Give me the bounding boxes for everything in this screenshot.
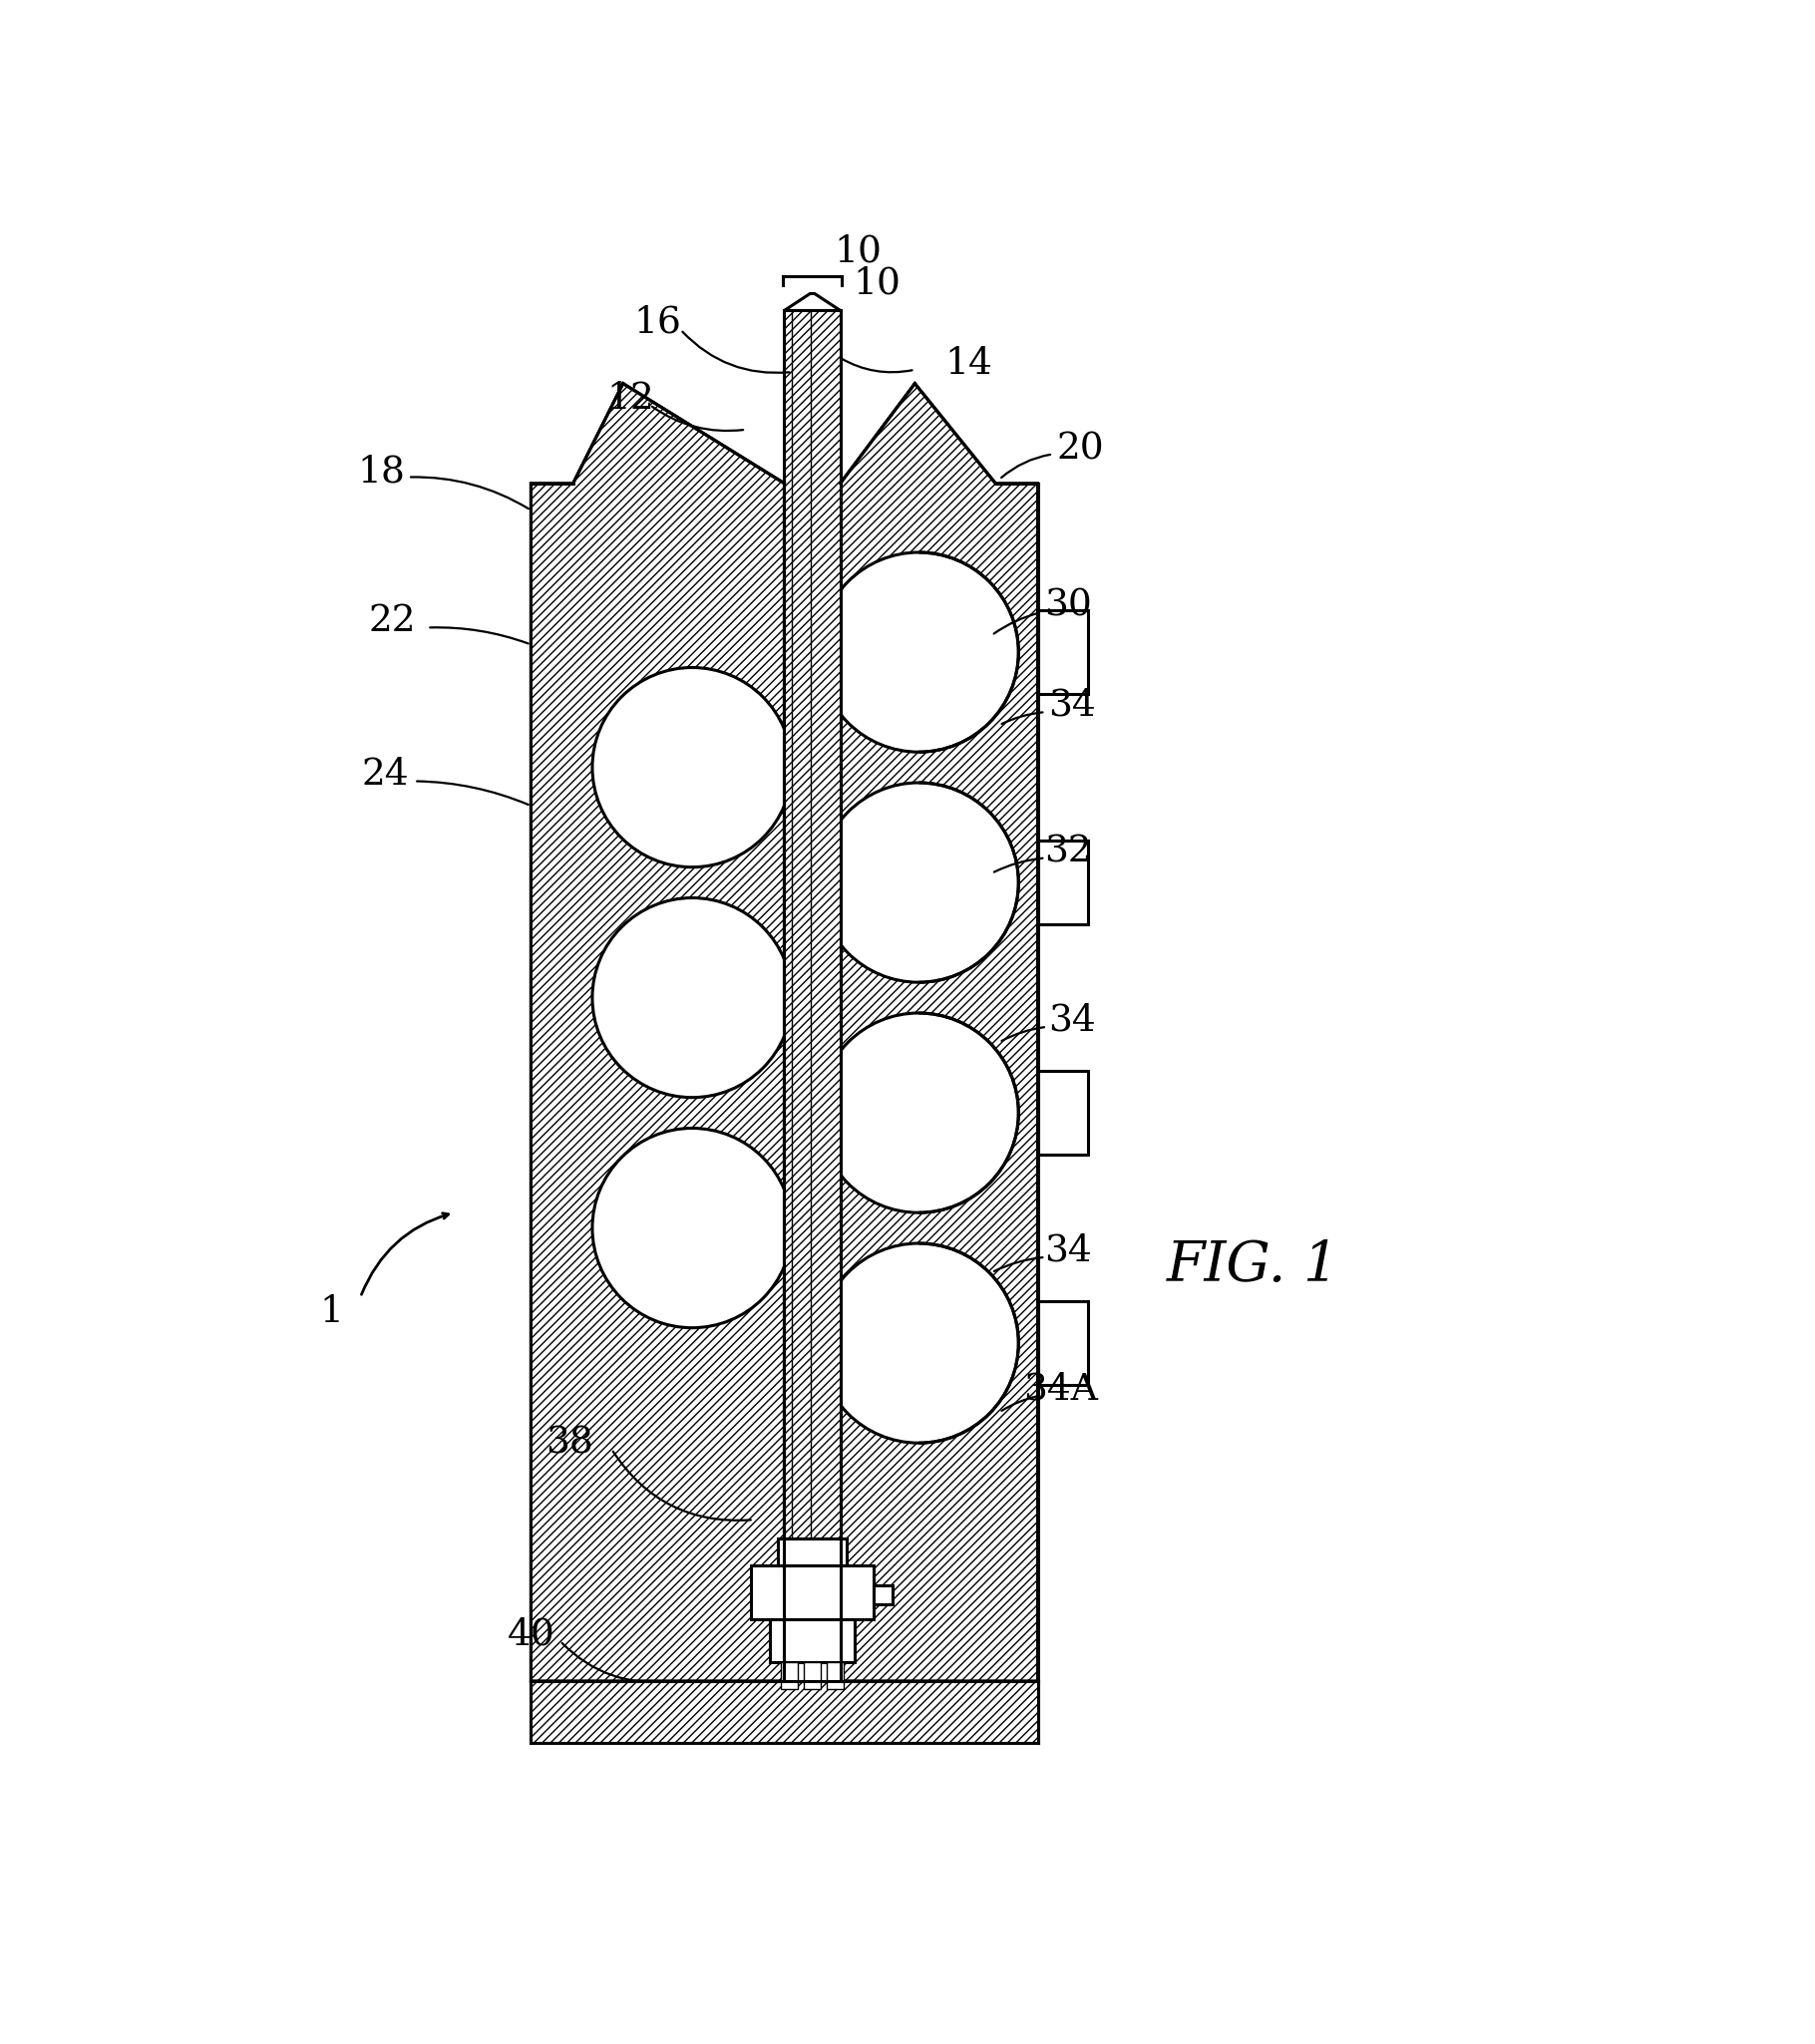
Text: 16: 16 xyxy=(633,305,681,339)
Polygon shape xyxy=(873,1584,893,1605)
Text: 20: 20 xyxy=(1056,431,1104,466)
Circle shape xyxy=(592,1128,791,1329)
Polygon shape xyxy=(532,384,784,1680)
Polygon shape xyxy=(784,311,840,1539)
Text: 1: 1 xyxy=(319,1294,343,1331)
Text: 24: 24 xyxy=(361,756,408,793)
Polygon shape xyxy=(532,1680,1038,1741)
Polygon shape xyxy=(779,1539,848,1566)
Polygon shape xyxy=(1038,840,1087,924)
Text: 38: 38 xyxy=(546,1425,594,1461)
Text: 34: 34 xyxy=(1049,1004,1096,1038)
Text: 34: 34 xyxy=(1049,689,1096,724)
Text: 34: 34 xyxy=(1045,1233,1093,1269)
Text: 32: 32 xyxy=(1045,834,1093,871)
Circle shape xyxy=(819,783,1018,983)
Circle shape xyxy=(592,897,791,1098)
Text: 10: 10 xyxy=(835,235,882,270)
Polygon shape xyxy=(1038,609,1087,695)
Text: 14: 14 xyxy=(946,345,993,382)
Polygon shape xyxy=(1038,1071,1087,1155)
Text: 12: 12 xyxy=(606,380,655,417)
Text: 10: 10 xyxy=(853,266,900,303)
Circle shape xyxy=(819,1014,1018,1212)
Polygon shape xyxy=(770,1619,855,1662)
Polygon shape xyxy=(751,1566,873,1619)
Text: 40: 40 xyxy=(506,1617,555,1654)
Text: 34A: 34A xyxy=(1024,1372,1098,1406)
Circle shape xyxy=(592,668,791,867)
Circle shape xyxy=(819,552,1018,752)
Polygon shape xyxy=(804,1662,820,1688)
Text: 30: 30 xyxy=(1045,589,1093,623)
Circle shape xyxy=(819,1243,1018,1443)
Text: 22: 22 xyxy=(368,603,416,640)
Polygon shape xyxy=(840,384,1038,1680)
Polygon shape xyxy=(784,294,840,311)
Polygon shape xyxy=(780,1662,799,1688)
Text: 18: 18 xyxy=(358,454,405,491)
Polygon shape xyxy=(1038,1300,1087,1386)
Polygon shape xyxy=(828,1662,844,1688)
Text: FIG. 1: FIG. 1 xyxy=(1167,1239,1339,1294)
